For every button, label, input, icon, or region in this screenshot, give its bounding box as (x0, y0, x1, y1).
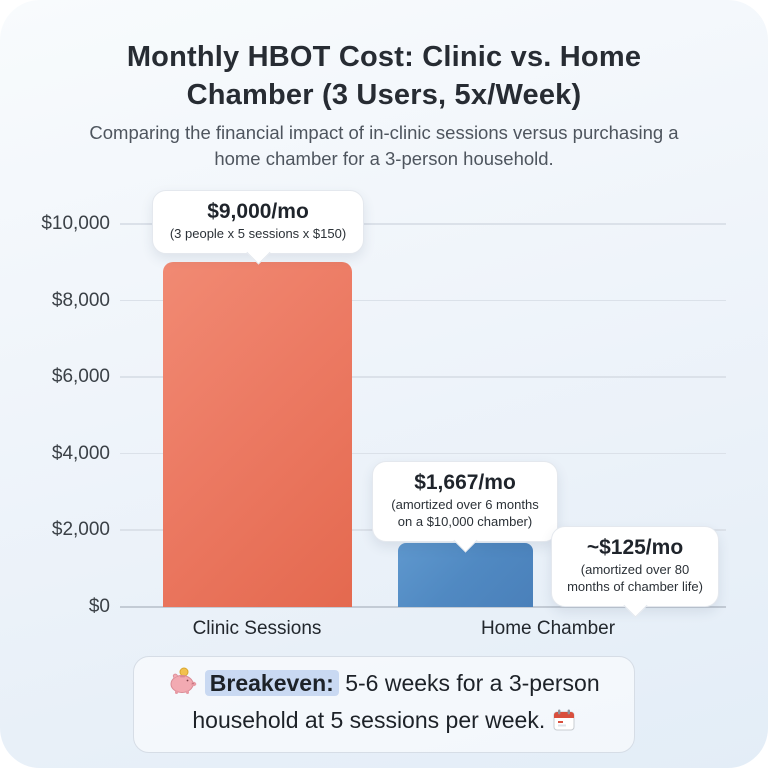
x-label-home-chamber: Home Chamber (480, 618, 616, 639)
breakeven-label: Breakeven: (204, 670, 339, 696)
bar-home-chamber-6mo (398, 543, 533, 607)
gridline (120, 299, 726, 302)
calendar-icon (552, 708, 576, 741)
breakeven-text: Breakeven: 5-6 weeks for a 3-person hous… (154, 667, 614, 742)
callout-value: $9,000/mo (207, 200, 309, 223)
callout-home-6mo: $1,667/mo (amortized over 6 months on a … (372, 461, 558, 543)
callout-detail: (3 people x 5 sessions x $150) (169, 226, 347, 242)
y-tick-label: $6,000 (51, 366, 110, 388)
breakeven-body: 5-6 weeks for a 3-person household at 5 … (192, 670, 600, 734)
callout-home-80mo: ~$125/mo (amortized over 80 months of ch… (551, 526, 719, 608)
gridline (120, 452, 726, 455)
breakeven-note: Breakeven: 5-6 weeks for a 3-person hous… (133, 656, 635, 753)
piggy-bank-icon (168, 667, 198, 704)
chart-subtitle: Comparing the financial impact of in-cli… (89, 122, 679, 169)
y-tick-label: $10,000 (41, 213, 110, 234)
gridline (120, 223, 726, 225)
callout-clinic-sessions: $9,000/mo (3 people x 5 sessions x $150) (152, 190, 364, 255)
gridline (120, 606, 726, 608)
callout-value: ~$125/mo (586, 536, 684, 559)
y-tick-label: $0 (88, 596, 110, 617)
callout-detail: (amortized over 80 months of chamber lif… (567, 562, 703, 595)
gridline (120, 376, 726, 378)
x-label-clinic-sessions: Clinic Sessions (192, 618, 322, 639)
chart-title: Monthly HBOT Cost: Clinic vs. Home Chamb… (126, 41, 642, 112)
bar-clinic-sessions (163, 262, 352, 607)
callout-value: $1,667/mo (414, 471, 516, 494)
callout-detail: (amortized over 6 months on a $10,000 ch… (391, 497, 539, 530)
y-tick-label: $4,000 (51, 442, 110, 464)
y-tick-label: $8,000 (51, 289, 110, 311)
y-tick-label: $2,000 (51, 519, 110, 541)
